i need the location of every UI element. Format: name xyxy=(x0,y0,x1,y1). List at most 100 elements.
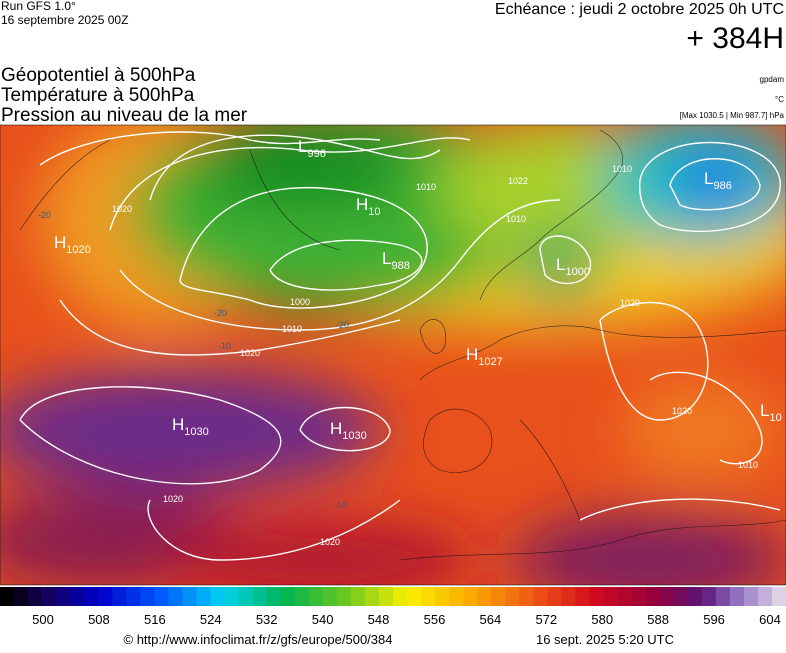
isobar-label: 1020 xyxy=(672,406,692,416)
color-swatch xyxy=(70,587,85,606)
color-swatch xyxy=(168,587,183,606)
isobar-label: 1010 xyxy=(612,164,632,174)
color-swatch xyxy=(350,587,366,606)
color-swatch xyxy=(182,587,197,606)
center-letter: L xyxy=(760,401,769,420)
isobar-label: 1010 xyxy=(506,214,526,224)
color-swatch xyxy=(308,587,324,606)
center-value: 1000 xyxy=(565,266,589,278)
color-swatch xyxy=(421,587,436,606)
isobar-label: 1020 xyxy=(163,494,183,504)
color-swatch xyxy=(238,587,253,606)
color-label: 596 xyxy=(703,612,725,627)
color-swatch xyxy=(280,587,296,606)
color-swatch xyxy=(715,587,731,606)
layer-title: Géopotentiel à 500hPa xyxy=(1,65,196,86)
color-swatch xyxy=(757,587,773,606)
color-swatch xyxy=(659,587,675,606)
center-value: 988 xyxy=(391,260,409,272)
pressure-center: H1030 xyxy=(172,415,209,438)
color-swatch xyxy=(687,587,703,606)
color-swatch xyxy=(673,587,689,606)
color-swatch xyxy=(56,587,71,606)
pressure-center: L10 xyxy=(760,401,782,424)
center-value: 1030 xyxy=(342,430,366,442)
isotherm-label: -10 xyxy=(218,341,231,351)
color-swatch xyxy=(617,587,632,606)
color-label: 588 xyxy=(647,612,669,627)
color-swatch xyxy=(575,587,590,606)
color-swatch xyxy=(266,587,282,606)
forecast-hour: + 384H xyxy=(686,22,784,55)
color-swatch xyxy=(252,587,267,606)
color-swatch xyxy=(407,587,422,606)
color-swatch xyxy=(477,587,492,606)
pressure-center: H10 xyxy=(356,195,381,218)
color-label: 524 xyxy=(200,612,222,627)
color-swatch xyxy=(547,587,562,606)
isotherm-label: -20 xyxy=(336,320,349,330)
isobar-label: 1020 xyxy=(240,348,260,358)
isotherm-label: -10 xyxy=(334,500,347,510)
color-swatch xyxy=(533,587,548,606)
color-swatch xyxy=(743,587,759,606)
color-swatch xyxy=(336,587,352,606)
color-label: 572 xyxy=(535,612,557,627)
unit-label: [Max 1030.5 | Min 987.7] hPa xyxy=(680,111,785,120)
center-value: 996 xyxy=(307,148,325,160)
color-swatch xyxy=(294,587,310,606)
unit-label: gpdam xyxy=(760,75,785,84)
center-letter: H xyxy=(356,195,368,214)
color-label: 564 xyxy=(480,612,502,627)
run-date: 16 septembre 2025 00Z xyxy=(1,13,128,27)
color-swatch xyxy=(14,587,29,606)
color-label: 604 xyxy=(759,612,781,627)
color-swatch xyxy=(0,587,15,606)
isobar-label: 1010 xyxy=(282,324,302,334)
layer-title: Pression au niveau de la mer xyxy=(1,105,248,126)
generated-time: 16 sept. 2025 5:20 UTC xyxy=(536,632,674,647)
forecast-time: Echéance : jeudi 2 octobre 2025 0h UTC xyxy=(495,1,784,18)
color-swatch xyxy=(449,587,464,606)
color-swatch xyxy=(519,587,534,606)
layer-title: Température à 500hPa xyxy=(1,85,195,106)
color-swatch xyxy=(491,587,506,606)
color-swatch xyxy=(98,587,113,606)
center-value: 1027 xyxy=(478,356,502,368)
pressure-center: L996 xyxy=(298,137,326,160)
color-label: 500 xyxy=(32,612,54,627)
color-swatch xyxy=(42,587,57,606)
color-swatch xyxy=(378,587,394,606)
center-letter: L xyxy=(556,255,565,274)
center-value: 1020 xyxy=(66,244,90,256)
source-url: © http://www.infoclimat.fr/z/gfs/europe/… xyxy=(124,632,393,647)
color-swatch xyxy=(224,587,239,606)
isotherm-label: -20 xyxy=(214,308,227,318)
isotherm-label: -20 xyxy=(38,210,51,220)
color-label: 532 xyxy=(256,612,278,627)
color-swatch xyxy=(126,587,141,606)
color-label: 580 xyxy=(591,612,613,627)
color-swatch xyxy=(645,587,660,606)
isobar-label: 1022 xyxy=(508,176,528,186)
center-letter: H xyxy=(330,419,342,438)
isobar-label: 1020 xyxy=(112,204,132,214)
color-label: 516 xyxy=(144,612,166,627)
center-letter: H xyxy=(172,415,184,434)
center-value: 1030 xyxy=(184,426,208,438)
center-letter: H xyxy=(466,345,478,364)
color-swatch xyxy=(603,587,618,606)
color-swatch xyxy=(505,587,520,606)
color-swatch xyxy=(701,587,717,606)
pressure-center: L988 xyxy=(382,249,410,272)
color-bar: 500 508 516 524 532 540 548 556 564 572 580 588 596 6… xyxy=(0,587,786,627)
color-swatch xyxy=(84,587,99,606)
center-value: 10 xyxy=(769,412,781,424)
color-swatch xyxy=(463,587,478,606)
color-swatch xyxy=(393,587,408,606)
center-letter: L xyxy=(382,249,391,268)
color-swatch xyxy=(28,587,43,606)
pressure-center: H1027 xyxy=(466,345,503,368)
center-letter: L xyxy=(298,137,307,156)
